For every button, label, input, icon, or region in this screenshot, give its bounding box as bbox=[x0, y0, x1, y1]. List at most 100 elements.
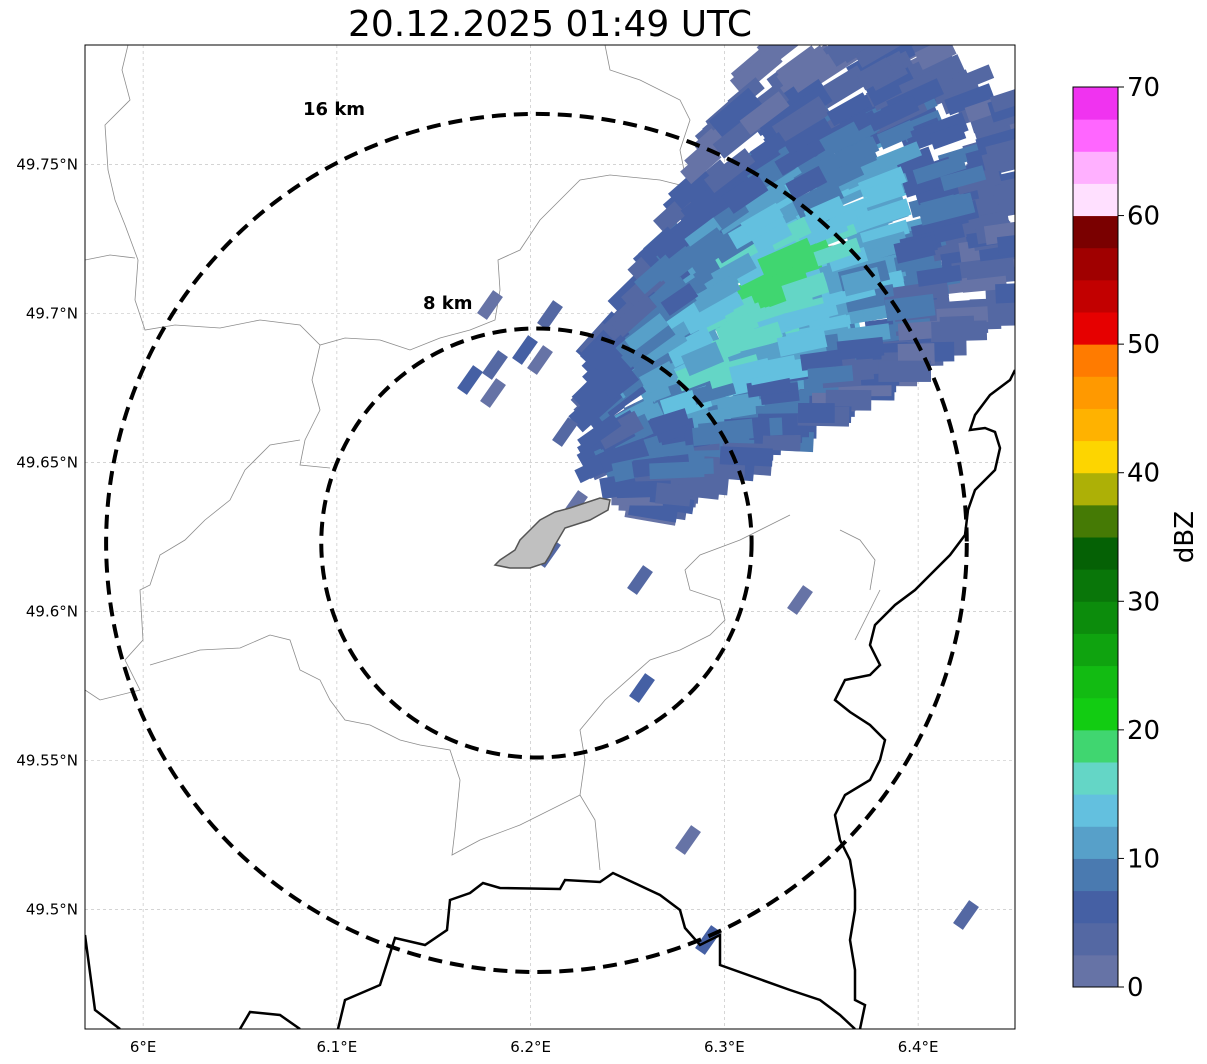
echo-cell bbox=[721, 172, 769, 214]
echo-cell bbox=[951, 257, 1005, 280]
echo-cell bbox=[782, 300, 839, 329]
range-ring bbox=[104, 111, 969, 975]
echo-cell bbox=[660, 282, 699, 316]
colorbar-segment bbox=[1073, 826, 1118, 859]
echo-cell bbox=[825, 45, 880, 67]
colorbar-segment bbox=[1073, 215, 1118, 249]
echo-cell bbox=[781, 272, 830, 306]
echo-cell bbox=[655, 293, 706, 334]
echo-cell bbox=[912, 154, 967, 185]
echo-cell bbox=[987, 87, 1015, 123]
echo-cell bbox=[649, 275, 687, 310]
colorbar-segment bbox=[1073, 601, 1118, 634]
colorbar-frame bbox=[1072, 86, 1119, 988]
lat-tick-label: 49.7°N bbox=[26, 304, 78, 322]
range-rings bbox=[104, 111, 969, 975]
echo-cell bbox=[939, 315, 975, 338]
colorbar-segment bbox=[1073, 762, 1118, 795]
lat-tick-label: 49.6°N bbox=[26, 603, 78, 621]
echo-cell bbox=[893, 235, 936, 264]
echo-cell bbox=[884, 293, 936, 322]
echo-cell bbox=[865, 67, 917, 107]
colorbar-segment bbox=[1073, 794, 1118, 827]
echo-cell bbox=[836, 336, 885, 361]
lat-tick-label: 49.65°N bbox=[16, 453, 78, 471]
echo-cell bbox=[577, 414, 622, 452]
echo-cell bbox=[787, 585, 813, 615]
echo-cell bbox=[859, 219, 910, 247]
echo-cell bbox=[710, 252, 757, 289]
colorbar-tick-label: 10 bbox=[1127, 844, 1160, 874]
echo-cell bbox=[552, 417, 578, 447]
colorbar-segment bbox=[1073, 537, 1118, 570]
echo-cell bbox=[878, 360, 932, 382]
lon-tick-label: 6.2°E bbox=[510, 1038, 551, 1056]
echo-cell bbox=[649, 461, 705, 480]
echo-cell bbox=[989, 83, 1015, 113]
echo-cell bbox=[624, 313, 669, 352]
echo-cell bbox=[864, 177, 906, 208]
lon-tick-label: 6.4°E bbox=[898, 1038, 939, 1056]
echo-cell bbox=[813, 237, 862, 267]
echo-cell bbox=[826, 92, 871, 127]
echo-cell bbox=[477, 290, 503, 320]
echo-cell bbox=[828, 136, 880, 172]
echo-cell bbox=[920, 194, 959, 224]
echo-cell bbox=[828, 246, 869, 272]
plot-frame bbox=[84, 44, 1016, 1030]
echo-cell bbox=[457, 365, 483, 395]
echo-cell bbox=[681, 341, 725, 377]
echo-cell bbox=[854, 45, 909, 68]
echo-cell bbox=[668, 165, 715, 210]
echo-cell bbox=[774, 136, 826, 176]
echo-cell bbox=[858, 198, 912, 231]
echo-cell bbox=[671, 227, 726, 273]
echo-cell bbox=[748, 270, 801, 304]
echo-cell bbox=[595, 410, 644, 450]
echo-cell bbox=[999, 174, 1015, 200]
colorbar-segment bbox=[1073, 954, 1118, 988]
echo-cell bbox=[953, 900, 979, 930]
echo-cell bbox=[480, 378, 506, 408]
ring-label-8km: 8 km bbox=[423, 293, 473, 314]
echo-cell bbox=[703, 148, 756, 194]
echo-cell bbox=[627, 565, 653, 595]
colorbar-tick-label: 40 bbox=[1127, 459, 1160, 489]
echo-cell bbox=[512, 335, 538, 365]
echo-cell bbox=[916, 264, 962, 287]
colorbar-tick-label: 30 bbox=[1127, 587, 1160, 617]
colorbar-segment bbox=[1073, 504, 1118, 538]
echo-cell bbox=[482, 350, 508, 380]
echo-cell bbox=[691, 274, 741, 313]
echo-cell bbox=[719, 446, 773, 467]
echo-cell bbox=[749, 132, 788, 165]
colorbar-tick-label: 0 bbox=[1127, 973, 1144, 1003]
colorbar: 0 10 20 30 40 50 60 70 dBZ bbox=[1072, 73, 1200, 1003]
lat-tick-label: 49.5°N bbox=[26, 901, 78, 919]
echo-cell bbox=[580, 355, 632, 404]
echo-cell bbox=[688, 237, 731, 273]
echo-cell bbox=[743, 180, 791, 219]
echo-cell bbox=[728, 357, 772, 384]
colorbar-segment bbox=[1073, 119, 1118, 152]
echo-cell bbox=[537, 300, 563, 330]
echo-cell bbox=[740, 202, 784, 237]
colorbar-segment bbox=[1073, 87, 1118, 120]
echo-cell bbox=[776, 328, 828, 357]
colorbar-segment bbox=[1073, 279, 1118, 313]
echo-cell bbox=[597, 438, 650, 474]
echo-cell bbox=[875, 141, 923, 172]
echo-cell bbox=[611, 294, 657, 338]
echo-cell bbox=[652, 216, 706, 265]
echo-cell bbox=[807, 365, 854, 385]
colorbar-segment bbox=[1073, 665, 1118, 699]
echo-cell bbox=[856, 57, 896, 91]
echo-cell bbox=[995, 282, 1015, 304]
colorbar-segment bbox=[1073, 729, 1118, 763]
colorbar-tick-label: 20 bbox=[1127, 716, 1160, 746]
echo-cell bbox=[803, 195, 847, 228]
echo-cell bbox=[914, 45, 957, 71]
map-plot-area bbox=[85, 45, 1015, 1029]
colorbar-label: dBZ bbox=[1170, 511, 1200, 563]
